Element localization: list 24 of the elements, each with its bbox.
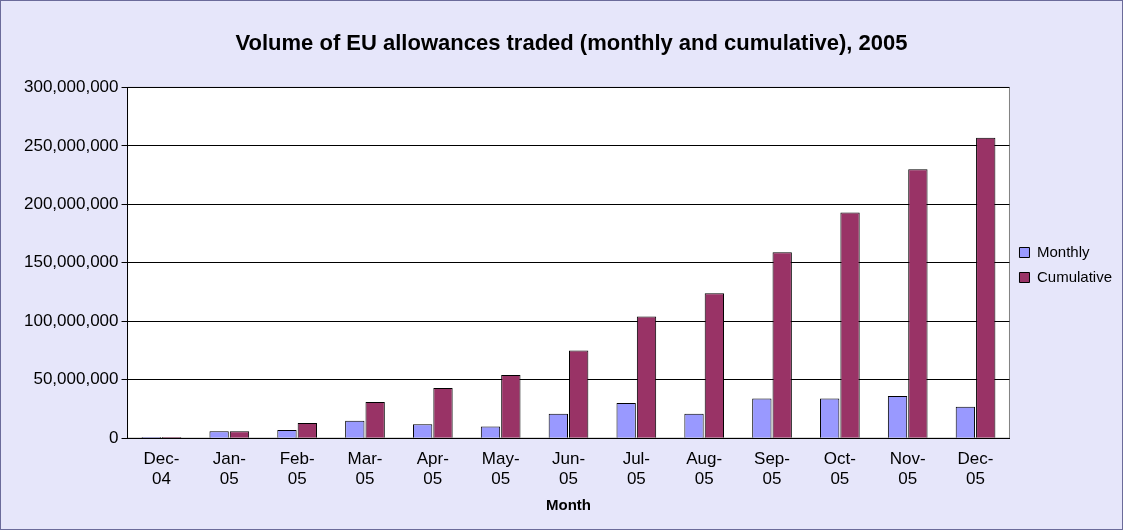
y-tick-label: 250,000,000 (23, 135, 119, 155)
x-tick-label: Nov-05 (889, 449, 926, 489)
x-tick-label: Jul-05 (622, 449, 651, 489)
y-tick-label: 200,000,000 (23, 194, 119, 214)
y-tick-label: 150,000,000 (23, 252, 119, 272)
x-tick-label: Oct-05 (823, 449, 856, 489)
x-tick-label: Jan-05 (212, 449, 246, 489)
x-tick-label: Apr-05 (416, 449, 449, 489)
x-tick-label: Mar-05 (347, 449, 383, 489)
x-axis-title: Month (546, 496, 591, 514)
x-tick-label: May-05 (481, 449, 520, 489)
y-tick-label: 100,000,000 (23, 310, 119, 330)
chart-title: Volume of EU allowances traded (monthly and cumulative), 2005 (235, 30, 908, 56)
x-tick-label: Sep-05 (754, 449, 790, 489)
x-tick-label: Dec-04 (143, 449, 180, 489)
y-tick-label: 50,000,000 (33, 369, 119, 389)
y-tick-label: 0 (109, 427, 119, 447)
y-tick-label: 300,000,000 (23, 77, 119, 97)
x-tick-label: Jun-05 (551, 449, 586, 489)
x-tick-label: Dec-05 (957, 449, 994, 489)
legend-label: Monthly (1036, 242, 1090, 260)
x-tick-label: Aug-05 (686, 449, 723, 489)
legend-label: Cumulative (1036, 267, 1112, 285)
x-tick-label: Feb-05 (279, 449, 315, 489)
